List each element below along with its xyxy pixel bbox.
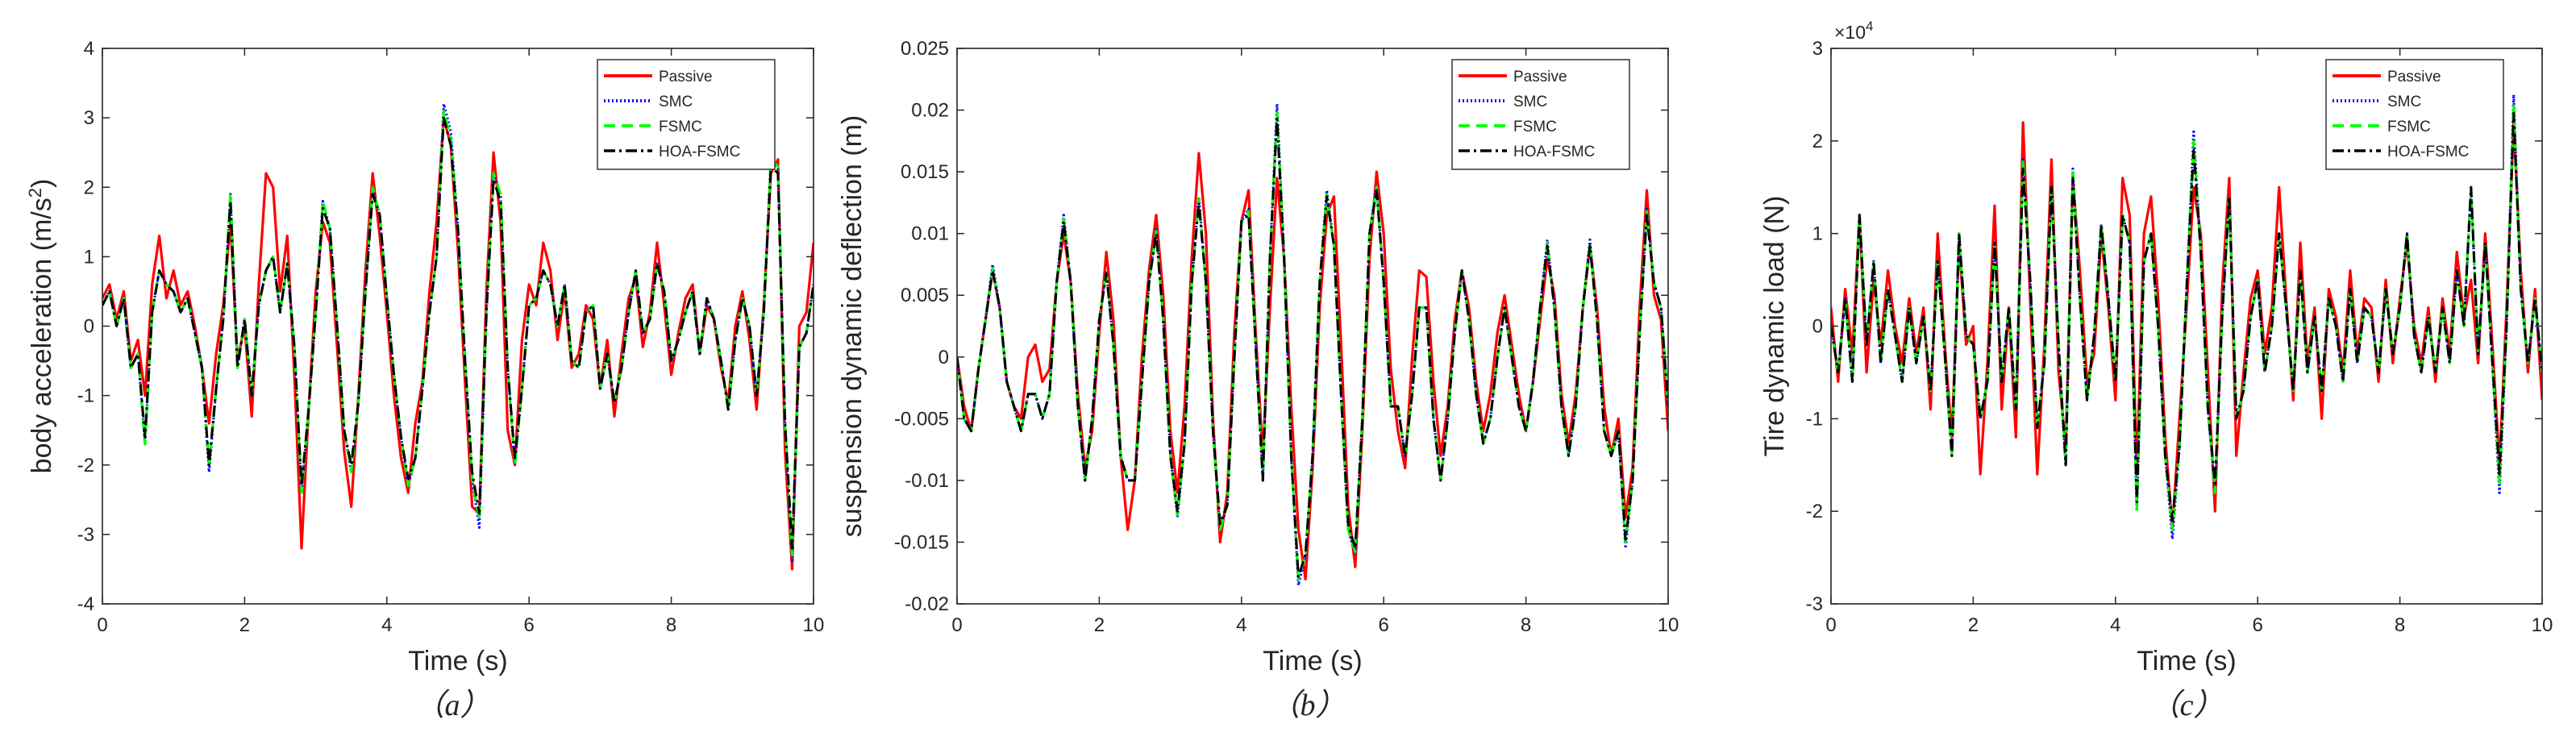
y-tick-label: -1 — [77, 385, 94, 407]
y-tick-label: -3 — [77, 524, 94, 546]
x-tick-label: 0 — [97, 614, 107, 636]
legend-label: HOA-FSMC — [2387, 144, 2469, 160]
y-tick-label: -2 — [77, 455, 94, 476]
y-tick-label: -0.01 — [905, 470, 949, 492]
y-tick-label: 0 — [938, 347, 949, 368]
y-tick-label: 1 — [84, 246, 94, 268]
legend-label: Passive — [2387, 69, 2441, 85]
legend: Passive SMC FSMC HOA-FSMC — [2325, 59, 2504, 170]
x-tick-label: 6 — [2253, 614, 2263, 636]
y-tick-label: -0.02 — [905, 593, 949, 615]
x-axis-label: Time (s) — [1263, 646, 1362, 676]
axis-exponent-label: ×104 — [1834, 19, 1873, 43]
y-tick-label: 0.015 — [901, 161, 949, 183]
legend-label: HOA-FSMC — [659, 144, 740, 160]
legend-label: Passive — [659, 69, 713, 85]
panel-caption: （a） — [414, 689, 490, 722]
y-axis-label-end: ) — [27, 179, 57, 188]
x-tick-label: 6 — [1379, 614, 1389, 636]
y-tick-label: -0.005 — [894, 408, 949, 430]
x-tick-label: 10 — [803, 614, 825, 636]
x-tick-label: 8 — [1521, 614, 1531, 636]
y-tick-label: -3 — [1806, 593, 1823, 615]
y-axis-label: Tire dynamic load (N) — [1759, 196, 1790, 457]
y-tick-label: -0.015 — [894, 531, 949, 553]
x-tick-label: 6 — [524, 614, 535, 636]
y-tick-label: 0.02 — [911, 100, 949, 122]
y-tick-label: 2 — [84, 177, 94, 198]
chart-panel-2: 0 2 4 6 8 10 -0.02 -0.015 -0.01 -0.005 0 0.005 0.01 0… — [837, 38, 1679, 722]
y-tick-label: 3 — [84, 107, 94, 129]
x-tick-label: 2 — [1094, 614, 1105, 636]
y-tick-label: 0.025 — [901, 38, 949, 60]
chart-panel-3: 0 2 4 6 8 10 -3 -2 -1 0 1 2 3 ×104 Time (s) Tire dynami… — [1759, 19, 2553, 722]
y-tick-label: 0.01 — [911, 223, 949, 245]
y-tick-label: 4 — [84, 38, 94, 60]
y-tick-label: -1 — [1806, 408, 1823, 430]
x-tick-label: 10 — [2532, 614, 2553, 636]
x-tick-label: 0 — [1825, 614, 1836, 636]
y-tick-label: 0.005 — [901, 285, 949, 306]
legend: Passive SMC FSMC HOA-FSMC — [597, 59, 776, 170]
panel-caption: （c） — [2149, 689, 2224, 722]
panel-caption: （b） — [1269, 689, 1346, 722]
x-axis-label: Time (s) — [408, 646, 507, 676]
x-tick-label: 8 — [2395, 614, 2405, 636]
series-line-hoa-fsmc — [102, 116, 814, 550]
x-tick-label: 0 — [951, 614, 962, 636]
y-tick-label: -4 — [77, 593, 94, 615]
legend: Passive SMC FSMC HOA-FSMC — [1451, 59, 1630, 170]
x-tick-label: 2 — [239, 614, 250, 636]
legend-label: Passive — [1513, 69, 1567, 85]
x-tick-label: 10 — [1658, 614, 1679, 636]
series-line-smc — [957, 102, 1668, 587]
legend-label: HOA-FSMC — [1513, 144, 1595, 160]
y-axis-label-superscript: 2 — [25, 188, 45, 198]
x-tick-label: 4 — [2110, 614, 2120, 636]
axis-exponent-power: 4 — [1866, 19, 1873, 34]
chart-panel-1: 0 2 4 6 8 10 -4 -3 -2 -1 0 1 2 3 4 Time (s) body acceler… — [25, 38, 824, 722]
legend-label: SMC — [2387, 94, 2421, 110]
x-tick-label: 2 — [1968, 614, 1979, 636]
legend-label: FSMC — [2387, 119, 2431, 135]
legend-label: SMC — [1513, 94, 1547, 110]
x-axis-label: Time (s) — [2137, 646, 2236, 676]
legend-label: SMC — [659, 94, 693, 110]
axes-frame — [956, 48, 1669, 605]
y-tick-label: 3 — [1812, 38, 1823, 60]
y-tick-label: 0 — [84, 316, 94, 338]
legend-label: FSMC — [659, 119, 702, 135]
series-line-hoa-fsmc — [1831, 111, 2542, 522]
y-tick-label: -2 — [1806, 501, 1823, 522]
y-tick-label: 2 — [1812, 131, 1823, 152]
series-line-hoa-fsmc — [957, 117, 1668, 578]
y-tick-label: 0 — [1812, 316, 1823, 338]
legend-label: FSMC — [1513, 119, 1557, 135]
x-tick-label: 4 — [381, 614, 392, 636]
x-tick-label: 8 — [666, 614, 676, 636]
y-tick-label: 1 — [1812, 223, 1823, 245]
y-axis-label: body acceleration (m/s2) — [25, 179, 57, 474]
y-axis-label: suspension dynamic deflection (m) — [837, 115, 868, 537]
x-tick-label: 4 — [1236, 614, 1246, 636]
